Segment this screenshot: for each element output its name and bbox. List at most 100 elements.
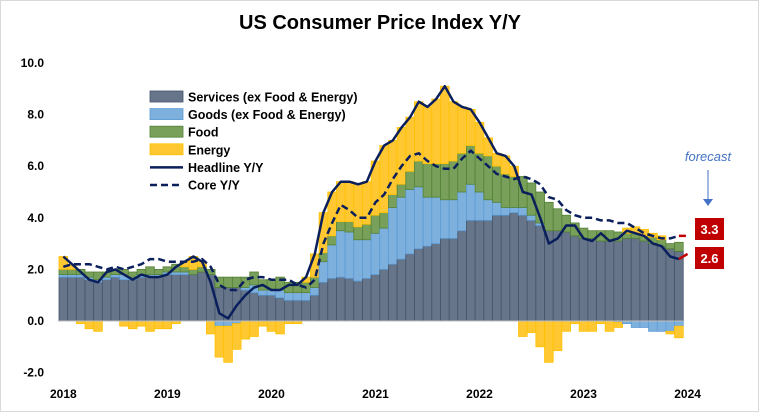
bar-segment-1: [500, 214, 511, 322]
bar-segment-1: [414, 248, 424, 322]
bar-segment-3: [526, 182, 537, 216]
bar-segment-3: [188, 268, 199, 275]
legend-swatch: [149, 143, 184, 156]
bar-segment-2: [518, 207, 528, 216]
y-tick-label: 8.0: [27, 108, 44, 122]
bar-segment-1: [570, 235, 580, 322]
bar-segment-3: [552, 208, 563, 232]
bar-segment-1: [431, 243, 441, 322]
bar-segment-2: [405, 189, 415, 255]
bar-segment-3: [483, 155, 493, 201]
bar-segment-1: [67, 276, 77, 322]
bar-segment-3: [414, 160, 424, 188]
bar-segment-1: [422, 245, 433, 322]
bar-segment-1: [275, 297, 285, 322]
bar-segment-1: [318, 281, 329, 322]
bar-segment-2: [448, 199, 459, 239]
legend-label: Energy: [188, 143, 230, 157]
bar-segment-1: [622, 238, 632, 322]
bar-segment-2: [318, 261, 329, 283]
bar-segment-4: [535, 320, 545, 348]
bar-segment-4: [266, 320, 277, 332]
legend-item: Core Y/Y: [150, 179, 241, 193]
bar-segment-4: [518, 320, 528, 337]
bar-segment-3: [405, 170, 415, 190]
bar-segment-1: [674, 250, 684, 322]
bar-segment-1: [396, 258, 407, 322]
bar-segment-4: [544, 320, 554, 363]
bar-segment-1: [648, 243, 658, 322]
bar-segment-4: [526, 320, 537, 334]
bar-segment-1: [526, 219, 537, 322]
bar-segment-2: [457, 191, 467, 232]
bar-segment-1: [388, 263, 398, 322]
bar-segment-3: [145, 266, 155, 275]
bar-segment-3: [674, 241, 684, 252]
bar-segment-4: [240, 320, 251, 340]
bar-segment-2: [292, 292, 303, 301]
bar-segment-1: [188, 274, 199, 322]
bar-segment-1: [483, 219, 493, 322]
bar-segment-4: [613, 321, 623, 328]
bar-segment-1: [370, 274, 381, 322]
bar-segment-2: [301, 292, 311, 301]
bar-segment-4: [457, 106, 467, 154]
bar-segment-1: [75, 276, 86, 322]
bar-segment-3: [353, 226, 363, 241]
bar-segment-1: [353, 280, 363, 322]
y-tick-label: 0.0: [27, 314, 44, 328]
bar-segment-4: [353, 183, 363, 228]
bar-segment-2: [336, 230, 346, 278]
bar-segment-4: [431, 98, 441, 165]
bar-segment-1: [639, 240, 649, 322]
bar-segment-3: [362, 223, 372, 241]
legend-label: Services (ex Food & Energy): [188, 91, 358, 105]
bar-segment-3: [336, 221, 346, 232]
bar-segment-2: [483, 199, 493, 221]
bar-segment-4: [552, 320, 563, 352]
bar-segment-4: [483, 137, 493, 157]
forecast-annotation: forecast: [685, 149, 733, 164]
bar-segment-2: [674, 320, 684, 327]
bar-segment-4: [153, 320, 164, 330]
bar-segment-1: [249, 292, 259, 322]
bar-segment-1: [258, 294, 268, 322]
bar-segment-1: [466, 219, 476, 322]
bar-segment-1: [127, 279, 138, 322]
bar-segment-1: [440, 238, 450, 322]
legend-label: Food: [188, 126, 219, 140]
bar-segment-4: [379, 145, 389, 214]
bar-segment-1: [179, 274, 190, 322]
bar-segment-4: [205, 320, 216, 335]
bar-segment-3: [500, 173, 511, 208]
bar-segment-4: [119, 320, 129, 327]
legend-item: Goods (ex Food & Energy): [149, 108, 346, 122]
bar-segment-1: [84, 279, 95, 322]
bar-segment-3: [58, 268, 69, 275]
bar-segment-1: [561, 231, 571, 322]
bar-segment-3: [344, 221, 355, 233]
legend-label: Headline Y/Y: [188, 161, 264, 175]
y-axis-ticks: 10.0 8.0 6.0 4.0 2.0 0.0 -2.0: [21, 56, 45, 380]
bar-segment-3: [544, 201, 554, 232]
bar-segment-4: [422, 106, 433, 165]
bar-segment-1: [492, 214, 502, 322]
bar-segment-1: [162, 274, 173, 322]
y-tick-label: 10.0: [21, 56, 45, 70]
bar-segment-1: [578, 238, 589, 322]
bar-segment-2: [353, 239, 363, 282]
bar-segment-2: [665, 320, 675, 332]
bar-segment-3: [422, 163, 433, 198]
bar-segment-1: [604, 240, 615, 322]
svg-text:2.6: 2.6: [700, 251, 718, 266]
bar-segment-4: [344, 181, 355, 223]
headline-forecast-label: 2.6: [695, 247, 724, 269]
bar-segment-2: [370, 232, 381, 275]
x-tick-label: 2023: [570, 387, 597, 401]
bar-segment-2: [422, 196, 433, 247]
bar-segment-4: [587, 320, 597, 332]
bar-segment-1: [613, 240, 623, 322]
bar-segment-1: [596, 240, 606, 322]
x-tick-label: 2022: [466, 387, 493, 401]
